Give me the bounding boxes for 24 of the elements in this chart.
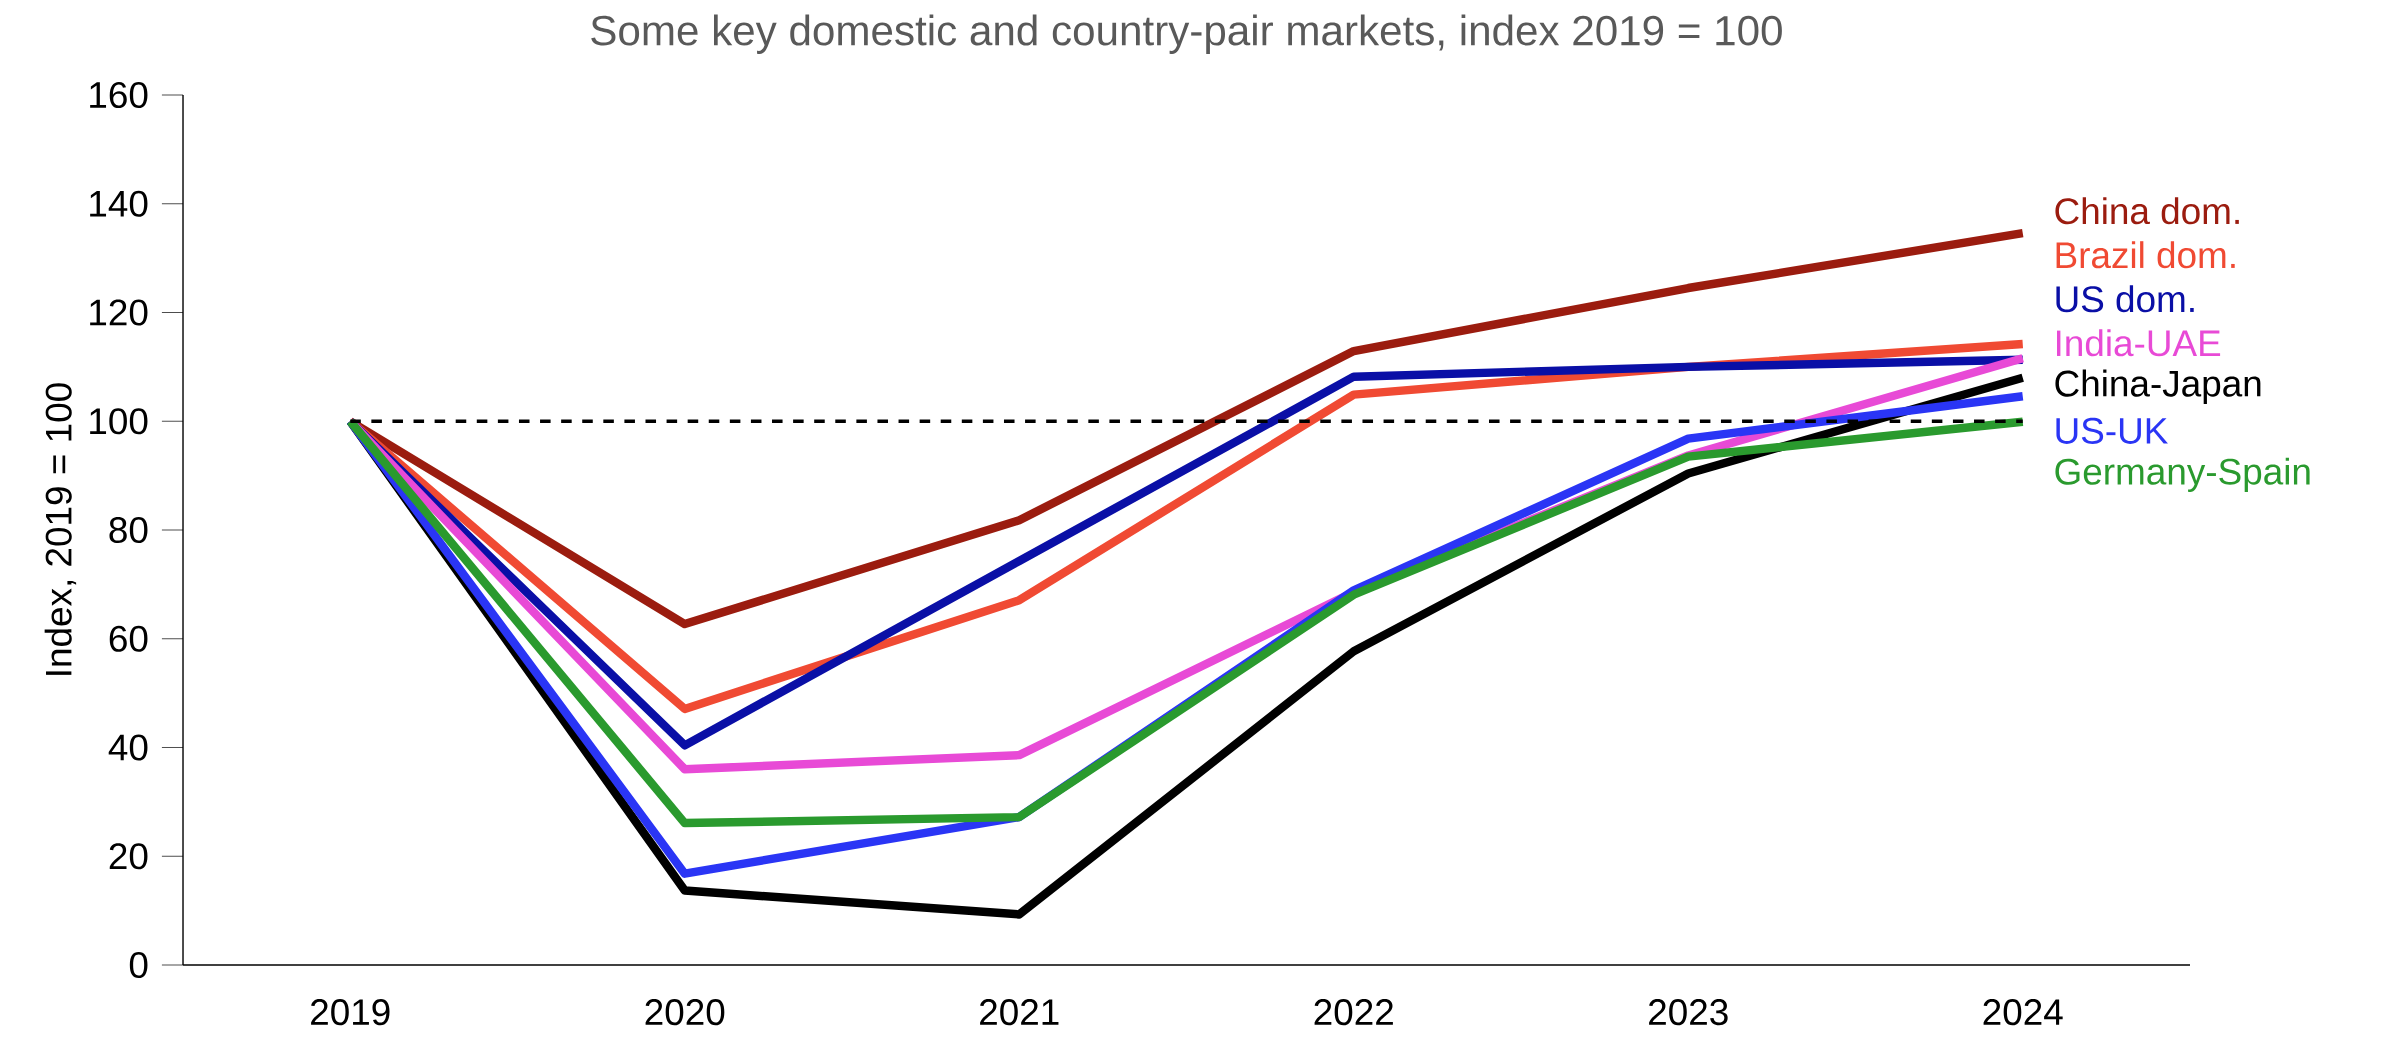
chart-title: Some key domestic and country-pair markets, index 2019 = 100: [591, 14, 1782, 54]
y-tick-label: 140: [90, 190, 148, 217]
x-tick-label: 2024: [1983, 999, 2063, 1026]
y-tick-label: 120: [90, 299, 148, 326]
series-label: India-UAE: [2056, 329, 2221, 357]
text: Brazil dom.: [2056, 241, 2235, 269]
y-tick-label: 60: [109, 625, 148, 652]
y-axis-title: Index, 2019 = 100: [44, 383, 77, 675]
x-tick-label: 2019: [311, 999, 390, 1026]
y-tick-label: 80: [109, 516, 148, 544]
series-label: US-UK: [2056, 417, 2168, 444]
series-label: China dom.: [2055, 197, 2239, 225]
y-tick-label: 160: [90, 81, 148, 109]
y-tick-label: 20: [109, 843, 148, 870]
x-tick-label: 2020: [645, 999, 725, 1026]
y-tick-label: 0: [129, 951, 148, 979]
series-label: China-Japan: [2055, 369, 2261, 404]
y-tick-label: 40: [108, 734, 148, 761]
x-tick-label: 2023: [1649, 999, 1728, 1026]
series-label: Germany-Spain: [2055, 457, 2310, 493]
x-tick-label: 2022: [1314, 999, 1393, 1026]
x-tick-label: 2021: [980, 999, 1059, 1026]
series-label: US dom.: [2056, 285, 2194, 313]
y-tick-label: 100: [90, 408, 148, 435]
